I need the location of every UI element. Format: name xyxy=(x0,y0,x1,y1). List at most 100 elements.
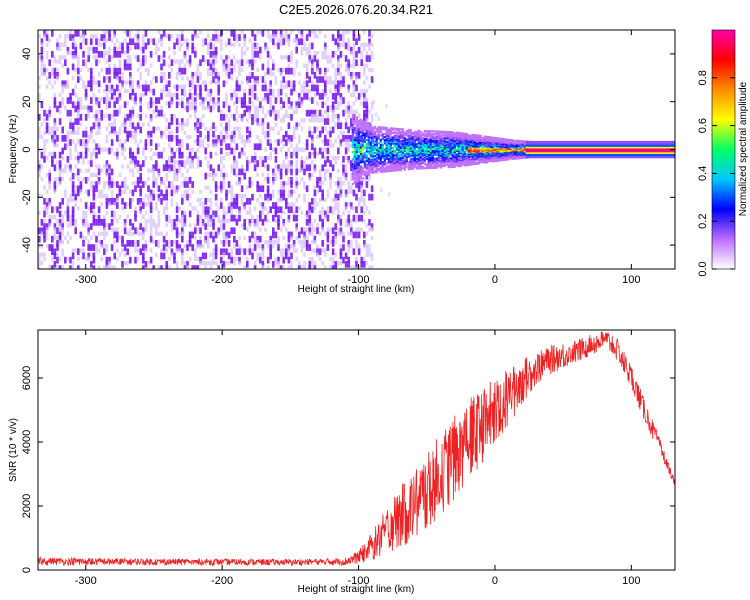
spectrogram-cell xyxy=(308,59,311,64)
spectrogram-cell xyxy=(393,159,396,162)
spectrogram-cell xyxy=(103,88,106,93)
spectrogram-cell xyxy=(363,202,366,207)
spectrogram-cell xyxy=(38,34,41,39)
spectrogram-cell xyxy=(69,156,72,161)
spectrogram-cell xyxy=(194,114,197,119)
spectrogram-cell xyxy=(385,147,388,150)
spectrogram-cell xyxy=(246,261,249,268)
spectrogram-cell xyxy=(342,130,345,135)
spectrogram-cell xyxy=(225,114,228,119)
spectrogram-cell xyxy=(253,265,257,269)
spectrogram-cell xyxy=(491,143,494,146)
spectrogram-cell xyxy=(455,131,458,134)
spectrogram-cell xyxy=(465,132,468,136)
spectrogram-cell xyxy=(313,206,317,211)
spectrogram-cell xyxy=(385,104,388,109)
spectrogram-cell xyxy=(199,76,202,81)
spectrogram-cell xyxy=(431,152,434,155)
spectrogram-cell xyxy=(178,143,181,148)
spectrogram-cell xyxy=(246,76,249,83)
spectrogram-cell xyxy=(423,129,426,133)
spectrogram-cell xyxy=(212,214,215,219)
spectrogram-cell xyxy=(134,164,137,169)
spectrogram-cell xyxy=(116,156,119,161)
spectrogram-cell xyxy=(457,161,460,164)
spectrogram-cell xyxy=(445,146,448,149)
spectrogram-cell xyxy=(431,166,434,169)
spectrogram-cell xyxy=(453,141,456,144)
spectrogram-cell xyxy=(285,34,288,39)
spectrogram-cell xyxy=(129,109,132,117)
spectrogram-cell xyxy=(217,88,220,96)
spectrogram-cell xyxy=(285,130,288,138)
spectrogram-cell xyxy=(375,137,378,140)
spectrogram-cell xyxy=(321,240,324,247)
spectrogram-cell xyxy=(391,163,394,166)
spectrogram-cell xyxy=(334,97,337,104)
spectrogram-cell xyxy=(251,193,254,201)
spectrogram-cell xyxy=(441,159,444,163)
spectrogram-cell xyxy=(401,131,404,134)
spectrogram-cell xyxy=(447,161,450,164)
spectrogram-cell xyxy=(74,67,77,72)
spectrogram-cell xyxy=(248,97,252,104)
spectrogram-cell xyxy=(365,123,368,126)
spectrogram-cell xyxy=(413,144,416,147)
spectrogram-cell xyxy=(475,161,478,164)
spectrogram-cell xyxy=(451,149,454,152)
spectrogram-cell xyxy=(311,59,314,67)
spectrogram-cell xyxy=(373,125,376,128)
spectrogram-cell xyxy=(397,169,400,172)
spectrogram-cell xyxy=(329,139,332,144)
spectrogram-cell xyxy=(191,160,194,165)
spectrogram-cell xyxy=(334,181,337,186)
spectrogram-cell xyxy=(369,127,372,130)
spectrogram-cell xyxy=(84,139,88,146)
spectrogram-cell xyxy=(383,128,386,131)
spectrogram-cell xyxy=(139,59,142,64)
spectrogram-cell xyxy=(355,38,358,46)
spectrogram-cell xyxy=(230,185,233,190)
spectrogram-cell xyxy=(324,55,327,60)
spectrogram-cell xyxy=(353,155,356,158)
spectrogram-cell xyxy=(220,30,223,37)
spectrogram-cell xyxy=(308,42,311,47)
spectrogram-cell xyxy=(305,240,309,247)
spectrogram-cell xyxy=(129,38,132,46)
spectrogram-cell xyxy=(110,168,114,176)
spectrogram-cell xyxy=(389,168,392,171)
spectrogram-cell xyxy=(473,139,476,142)
spectrogram-cell xyxy=(196,244,200,249)
spectrogram-cell xyxy=(300,147,304,152)
spectrogram-cell xyxy=(417,159,420,162)
spectrogram-cell xyxy=(305,80,309,88)
spectrogram-cell xyxy=(246,46,249,51)
spectrogram-cell xyxy=(282,114,285,119)
spectrogram-cell xyxy=(292,109,296,114)
spectrogram-cell xyxy=(399,154,402,157)
spectrogram-cell xyxy=(152,265,155,269)
spectrogram-cell xyxy=(196,34,200,39)
spectrogram-cell xyxy=(377,158,380,161)
spectrogram-cell xyxy=(326,210,330,215)
spectrogram-cell xyxy=(251,231,254,239)
spectrogram-cell xyxy=(295,256,298,261)
spectrogram-cell xyxy=(142,265,145,269)
spectrogram-cell xyxy=(445,151,448,154)
spectrogram-cell xyxy=(360,261,363,268)
spectrogram-cell xyxy=(157,143,161,148)
spectrogram-cell xyxy=(365,165,368,168)
spectrogram-cell xyxy=(87,55,90,62)
spectrogram-cell xyxy=(186,101,189,106)
spectrogram-cell xyxy=(45,231,49,236)
spectrogram-cell xyxy=(367,152,370,155)
spectrogram-cell xyxy=(207,42,210,47)
spectrogram-cell xyxy=(339,244,343,249)
spectrogram-cell xyxy=(279,55,283,60)
spectrogram-cell xyxy=(191,42,194,50)
spectrogram-cell xyxy=(359,146,362,149)
spectrogram-cell xyxy=(92,114,96,119)
spectrogram-cell xyxy=(389,166,392,169)
spectrogram-cell xyxy=(321,261,324,266)
spectrogram-cell xyxy=(337,38,340,43)
